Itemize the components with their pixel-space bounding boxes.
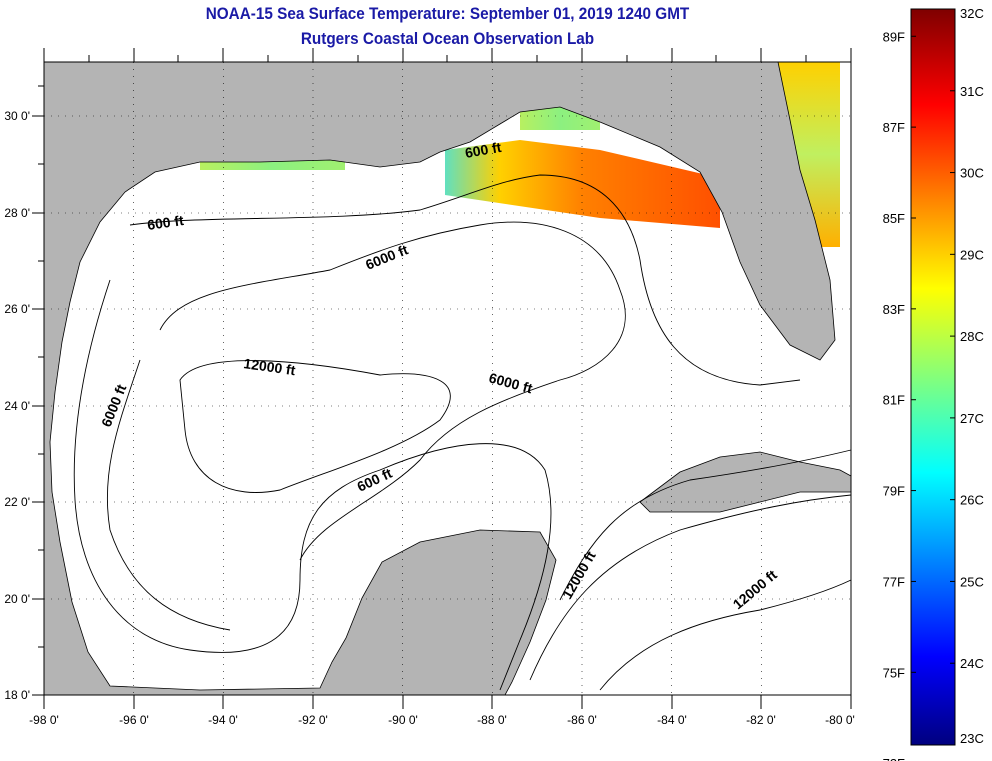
colorbar-f-label: 87F — [883, 120, 905, 135]
colorbar-c-label: 28C — [960, 329, 984, 344]
colorbar-f-label: 73F — [883, 756, 905, 761]
colorbar-c-label: 23C — [960, 731, 984, 746]
bathymetry-contours — [73, 174, 852, 691]
axis-ticks — [32, 48, 852, 709]
lat-label: 26 0' — [4, 302, 30, 316]
colorbar-f-label: 75F — [883, 665, 905, 680]
colorbar-c-label: 26C — [960, 493, 984, 508]
colorbar-c-label: 24C — [960, 656, 984, 671]
contour-label: 600 ft — [464, 139, 503, 161]
colorbar-f-label: 83F — [883, 302, 905, 317]
lat-axis-labels: 18 0' 20 0' 22 0' 24 0' 26 0' 28 0' 30 0… — [4, 109, 30, 702]
lon-label: -94 0' — [208, 713, 238, 727]
lon-label: -90 0' — [388, 713, 418, 727]
lat-label: 30 0' — [4, 109, 30, 123]
colorbar-f-label: 81F — [883, 393, 905, 408]
lat-label: 22 0' — [4, 495, 30, 509]
colorbar-f-label: 77F — [883, 574, 905, 589]
sst-swath-florida — [445, 140, 720, 228]
colorbar-c-label: 27C — [960, 411, 984, 426]
colorbar-f-label: 79F — [883, 484, 905, 499]
colorbar: 89F 87F 85F 83F 81F 79F 77F 75F 73F 32C 31C 30C 29C 2… — [883, 6, 984, 761]
lon-label: -82 0' — [746, 713, 776, 727]
lon-label: -80 0' — [825, 713, 855, 727]
lat-label: 24 0' — [4, 399, 30, 413]
map-title: NOAA-15 Sea Surface Temperature: Septemb… — [205, 4, 690, 23]
contour-label: 600 ft — [146, 212, 185, 233]
lon-axis-labels: -98 0' -96 0' -94 0' -92 0' -90 0' -88 0… — [29, 713, 855, 727]
lon-label: -88 0' — [477, 713, 507, 727]
land-north-america — [43, 61, 836, 696]
colorbar-c-label: 29C — [960, 247, 984, 262]
lat-label: 20 0' — [4, 592, 30, 606]
colorbar-f-label: 85F — [883, 211, 905, 226]
lat-label: 18 0' — [4, 688, 30, 702]
lon-label: -84 0' — [657, 713, 687, 727]
colorbar-f-label: 89F — [883, 29, 905, 44]
lat-label: 28 0' — [4, 206, 30, 220]
colorbar-c-label: 32C — [960, 6, 984, 21]
colorbar-c-label: 31C — [960, 84, 984, 99]
colorbar-c-label: 25C — [960, 574, 984, 589]
graticule — [44, 62, 851, 695]
lon-label: -86 0' — [567, 713, 597, 727]
contour-label: 12000 ft — [243, 355, 297, 378]
map-subtitle: Rutgers Coastal Ocean Observation Lab — [300, 29, 595, 48]
lon-label: -98 0' — [29, 713, 59, 727]
lon-label: -92 0' — [298, 713, 328, 727]
map-frame: 600 ft 600 ft 600 ft 6000 ft 6000 ft 600… — [0, 61, 852, 696]
colorbar-c-label: 30C — [960, 166, 984, 181]
lon-label: -96 0' — [119, 713, 149, 727]
